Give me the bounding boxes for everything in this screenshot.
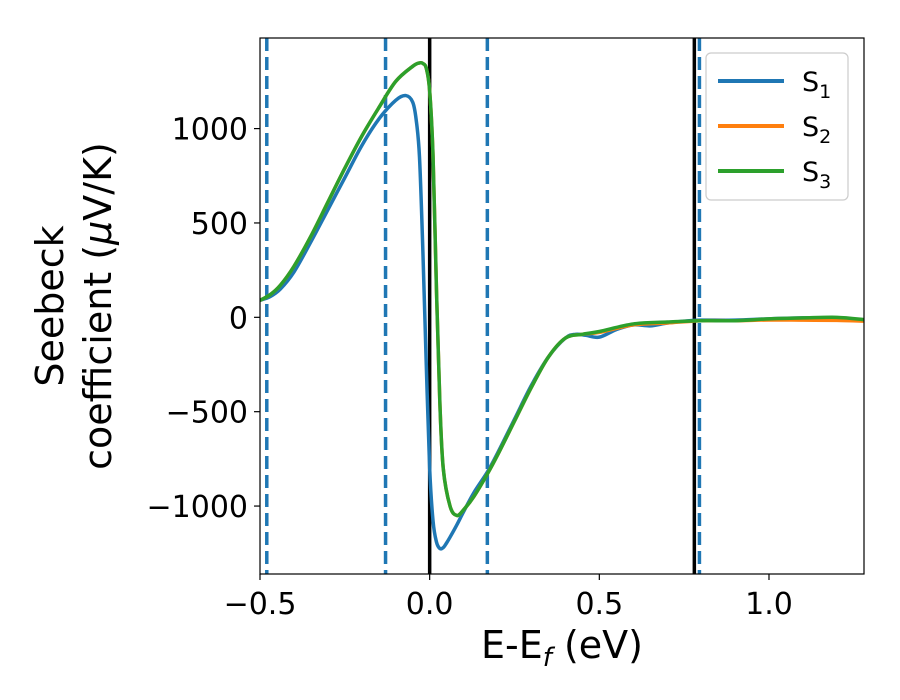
- y-axis-label-line1: Seebeck: [28, 225, 72, 386]
- legend-label-s3: S3: [802, 157, 831, 193]
- y-axis-label-line2: coefficient (μV/K): [76, 142, 120, 470]
- y-axis-ticks: −1000 −500 0 500 1000: [147, 113, 260, 525]
- y-tick-label: −500: [166, 396, 248, 431]
- axes-border: [259, 37, 865, 575]
- y-tick-label: 1000: [172, 113, 248, 148]
- y-tick-label: 500: [191, 207, 248, 242]
- legend-label-s1: S1: [802, 67, 831, 103]
- y-tick-label: 0: [229, 301, 248, 336]
- x-tick-label: 0.5: [575, 587, 623, 622]
- series-line-s3: [260, 60, 864, 518]
- legend-label-s2: S2: [802, 112, 831, 148]
- series-lines: [260, 60, 864, 551]
- x-tick-label: −0.5: [224, 587, 297, 622]
- legend: S1 S2 S3: [705, 52, 849, 201]
- x-tick-label: 1.0: [745, 587, 793, 622]
- x-axis-label-unit: (eV): [552, 623, 643, 667]
- y-axis-label: Seebeck coefficient (μV/K): [28, 142, 120, 470]
- x-axis-ticks: −0.5 0.0 0.5 1.0: [224, 574, 793, 622]
- axes-frame: [259, 37, 865, 575]
- y-tick-label: −1000: [147, 490, 248, 525]
- x-axis-label: E-Ef (eV): [481, 623, 643, 673]
- x-tick-label: 0.0: [406, 587, 454, 622]
